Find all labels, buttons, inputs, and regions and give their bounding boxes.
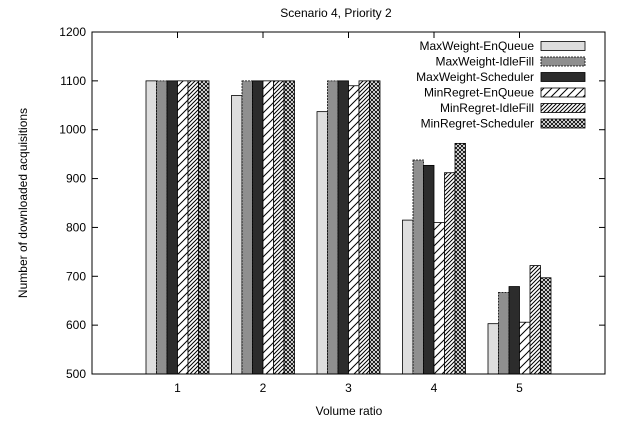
bar-minregret-enqueue-4: [433, 222, 445, 375]
bar-maxweight-enqueue-5: [487, 323, 499, 375]
bar-maxweight-idlefill-5: [498, 292, 510, 375]
legend-swatch: [540, 118, 586, 129]
x-tick-label: 3: [345, 381, 352, 395]
bar-minregret-scheduler-1: [198, 80, 210, 375]
bar-maxweight-enqueue-2: [231, 95, 243, 375]
y-tick-label: 900: [66, 172, 86, 186]
bar-maxweight-idlefill-3: [327, 80, 339, 375]
bar-minregret-idlefill-5: [529, 265, 541, 375]
y-tick-label: 500: [66, 367, 86, 381]
bar-minregret-scheduler-3: [369, 80, 381, 375]
x-axis-label: Volume ratio: [316, 404, 383, 418]
bar-maxweight-scheduler-4: [423, 164, 435, 375]
legend-label: MaxWeight-EnQueue: [419, 39, 534, 53]
bar-minregret-enqueue-1: [177, 80, 189, 375]
legend-swatch: [540, 87, 586, 98]
bar-minregret-scheduler-4: [454, 142, 466, 375]
bar-maxweight-idlefill-1: [156, 80, 168, 375]
y-tick-label: 1100: [60, 74, 86, 88]
y-tick-label: 1000: [59, 123, 86, 137]
bar-maxweight-idlefill-2: [241, 80, 253, 375]
bar-maxweight-enqueue-3: [316, 111, 328, 375]
legend-label: MaxWeight-IdleFill: [436, 55, 534, 69]
bar-minregret-enqueue-2: [262, 80, 274, 375]
bar-maxweight-scheduler-3: [337, 80, 349, 375]
x-tick-label: 5: [516, 381, 523, 395]
bar-maxweight-enqueue-4: [402, 219, 414, 375]
legend-swatch: [540, 103, 586, 113]
x-tick-label: 4: [431, 381, 438, 395]
legend-label: MinRegret-Scheduler: [421, 117, 534, 131]
bar-minregret-scheduler-5: [540, 277, 552, 375]
y-axis-label: Number of downloaded acquisitions: [16, 108, 30, 298]
bar-minregret-enqueue-5: [519, 321, 531, 375]
y-tick-label: 700: [66, 269, 86, 283]
legend-label: MaxWeight-Scheduler: [416, 70, 534, 84]
legend-swatch: [540, 56, 586, 67]
legend-label: MinRegret-IdleFill: [440, 101, 534, 115]
bar-minregret-scheduler-2: [283, 80, 295, 375]
bar-maxweight-scheduler-1: [166, 80, 178, 375]
legend-swatch: [540, 41, 586, 51]
y-axis: 500 600 700 800 900 1000 1100 1200: [59, 25, 605, 381]
x-tick-label: 1: [174, 381, 181, 395]
y-tick-label: 800: [66, 220, 86, 234]
bar-maxweight-scheduler-5: [508, 286, 520, 375]
legend: MaxWeight-EnQueue MaxWeight-IdleFillMaxWe…: [416, 39, 586, 131]
bar-maxweight-enqueue-1: [145, 80, 157, 375]
legend-swatch: [540, 72, 586, 82]
bar-minregret-idlefill-2: [273, 80, 285, 375]
bar-minregret-idlefill-3: [358, 80, 370, 375]
bar-minregret-idlefill-4: [444, 172, 456, 375]
bar-minregret-enqueue-3: [348, 85, 360, 375]
legend-label: MinRegret-EnQueue: [424, 86, 534, 100]
chart-title: Scenario 4, Priority 2: [280, 6, 392, 20]
plot-frame: [91, 31, 606, 375]
bars: [145, 80, 552, 375]
bar-maxweight-idlefill-4: [412, 159, 424, 375]
bar-minregret-idlefill-1: [187, 80, 199, 375]
bar-maxweight-scheduler-2: [252, 80, 264, 375]
x-tick-label: 2: [260, 381, 267, 395]
y-tick-label: 1200: [59, 25, 86, 39]
y-tick-label: 600: [66, 318, 86, 332]
